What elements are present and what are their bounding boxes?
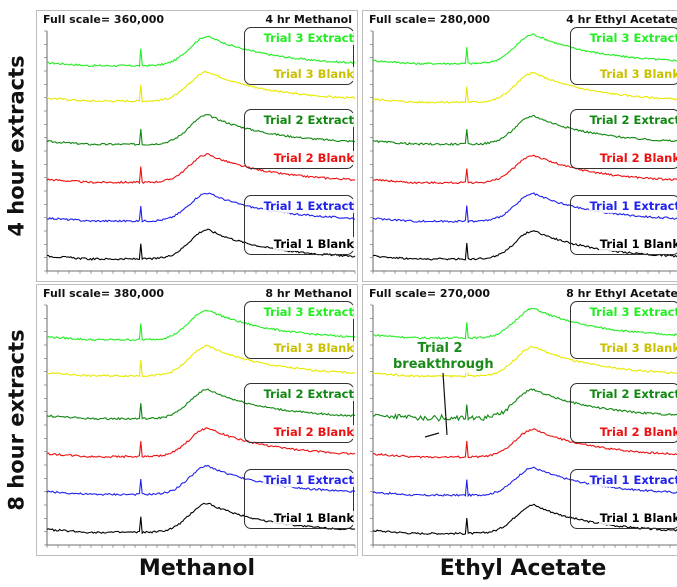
chart-4hr-ethyl-acetate: Trial 3 Extract Trial 3 Blank Trial 2 Extr…: [362, 10, 677, 282]
full-scale-label: Full scale= 380,000: [42, 287, 166, 300]
series-label-trial-3-blank: Trial 3 Blank: [598, 341, 677, 355]
arrow-line: [442, 372, 448, 436]
chart-title: 4 hr Ethyl Acetate: [565, 13, 677, 26]
series-line-trial-2-blank: [372, 154, 677, 185]
series-line-trial-3-blank: [372, 71, 677, 104]
series-line-trial-3-blank: [372, 345, 677, 378]
series-label-trial-3-extract: Trial 3 Extract: [262, 305, 355, 319]
series-line-trial-3-extract: [372, 33, 677, 66]
legend-group-box: [244, 109, 354, 169]
series-line-trial-3-extract: [373, 307, 677, 340]
series-label-trial-2-blank: Trial 2 Blank: [598, 425, 677, 439]
series-line-trial-1-blank: [46, 502, 356, 535]
series-label-trial-3-blank: Trial 3 Blank: [272, 341, 355, 355]
series-line-trial-2-extract: [372, 114, 677, 146]
chart-4hr-methanol: Trial 3 Extract Trial 3 Blank Trial 2 Extr…: [36, 10, 358, 282]
chart-title: 8 hr Ethyl Acetate: [565, 287, 677, 300]
series-label-trial-1-blank: Trial 1 Blank: [598, 237, 677, 251]
legend-group-box: [244, 383, 354, 443]
series-line-trial-1-blank: [372, 229, 677, 261]
chart-title: 4 hr Methanol: [264, 13, 353, 26]
series-label-trial-1-extract: Trial 1 Extract: [588, 199, 677, 213]
series-label-trial-1-extract: Trial 1 Extract: [262, 473, 355, 487]
series-label-trial-1-extract: Trial 1 Extract: [262, 199, 355, 213]
chart-8hr-ethyl-acetate: Trial 3 Extract Trial 3 Blank Trial 2 Extr…: [362, 284, 677, 556]
column-label-methanol: Methanol: [138, 556, 256, 581]
full-scale-label: Full scale= 360,000: [42, 13, 166, 26]
chart-plot: [44, 304, 356, 548]
series-label-trial-2-blank: Trial 2 Blank: [598, 151, 677, 165]
chart-plot: [370, 30, 677, 274]
series-label-trial-3-blank: Trial 3 Blank: [598, 67, 677, 81]
breakthrough-annotation: Trial 2 breakthrough: [393, 341, 494, 373]
series-label-trial-2-blank: Trial 2 Blank: [272, 425, 355, 439]
series-line-trial-2-extract: [372, 388, 677, 422]
series-label-trial-2-extract: Trial 2 Extract: [262, 113, 355, 127]
legend-group-box: [244, 195, 354, 255]
series-line-trial-2-blank: [46, 427, 356, 459]
arrow-line: [424, 432, 440, 438]
chart-8hr-methanol: Trial 3 Extract Trial 3 Blank Trial 2 Extr…: [36, 284, 358, 556]
series-line-trial-3-blank: [46, 70, 356, 103]
row-label-4-hour: 4 hour extracts: [5, 55, 30, 237]
series-line-trial-1-extract: [46, 192, 356, 223]
chart-plot: [370, 304, 677, 548]
series-line-trial-1-extract: [372, 466, 677, 498]
legend-group-box: [570, 195, 677, 255]
series-label-trial-1-blank: Trial 1 Blank: [272, 511, 355, 525]
series-line-trial-2-extract: [46, 388, 356, 421]
full-scale-label: Full scale= 280,000: [368, 13, 492, 26]
series-label-trial-3-blank: Trial 3 Blank: [272, 67, 355, 81]
full-scale-label: Full scale= 270,000: [368, 287, 492, 300]
breakthrough-arrows: [424, 372, 448, 438]
row-label-8-hour: 8 hour extracts: [5, 329, 30, 511]
series-label-trial-3-extract: Trial 3 Extract: [588, 305, 677, 319]
series-line-trial-3-extract: [46, 35, 356, 68]
series-line-trial-1-blank: [46, 228, 356, 261]
legend-group-box: [570, 27, 677, 85]
series-line-trial-3-extract: [46, 309, 356, 342]
series-label-trial-2-blank: Trial 2 Blank: [272, 151, 355, 165]
chart-title: 8 hr Methanol: [264, 287, 353, 300]
legend-group-box: [244, 301, 354, 359]
series-line-trial-2-blank: [46, 153, 356, 185]
legend-group-box: [244, 27, 354, 85]
series-label-trial-2-extract: Trial 2 Extract: [588, 113, 677, 127]
legend-group-box: [570, 469, 677, 529]
chart-plot: [44, 30, 356, 274]
series-label-trial-2-extract: Trial 2 Extract: [262, 387, 355, 401]
series-line-trial-3-blank: [47, 344, 356, 378]
series-line-trial-2-extract: [46, 114, 356, 146]
series-line-trial-1-blank: [372, 503, 677, 536]
legend-group-box: [570, 109, 677, 169]
series-label-trial-3-extract: Trial 3 Extract: [262, 31, 355, 45]
column-label-ethyl-acetate: Ethyl Acetate: [439, 556, 607, 581]
series-line-trial-1-extract: [372, 192, 677, 224]
series-label-trial-1-blank: Trial 1 Blank: [272, 237, 355, 251]
legend-group-box: [570, 383, 677, 443]
series-line-trial-2-blank: [372, 428, 677, 459]
series-label-trial-2-extract: Trial 2 Extract: [588, 387, 677, 401]
legend-group-box: [570, 301, 677, 359]
series-label-trial-1-extract: Trial 1 Extract: [588, 473, 677, 487]
legend-group-box: [244, 469, 354, 529]
series-line-trial-1-extract: [46, 464, 356, 497]
series-label-trial-3-extract: Trial 3 Extract: [588, 31, 677, 45]
series-label-trial-1-blank: Trial 1 Blank: [598, 511, 677, 525]
